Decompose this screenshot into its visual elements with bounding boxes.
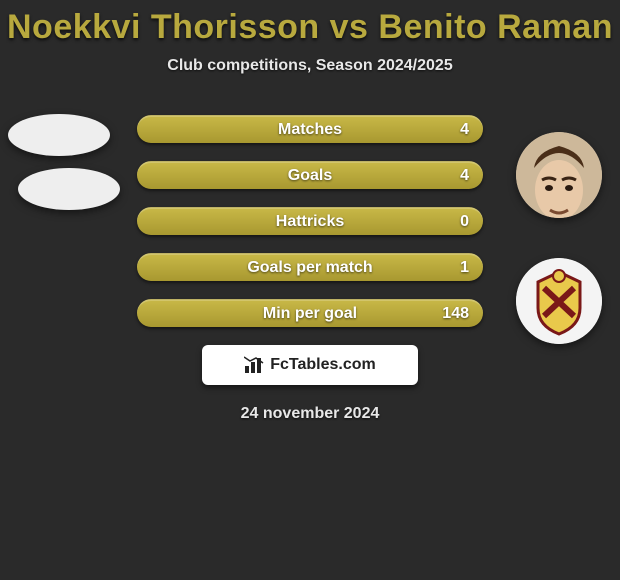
footer-date: 24 november 2024 [0,405,620,423]
crest-icon [516,258,602,344]
page-title: Noekkvi Thorisson vs Benito Raman [0,8,620,47]
stat-bar-matches: Matches 4 [137,115,483,143]
stat-label: Matches [278,121,342,139]
stat-value: 1 [460,259,469,277]
stat-value: 0 [460,213,469,231]
stat-label: Goals [288,167,332,185]
stat-value: 148 [442,305,469,323]
brand-label: FcTables.com [270,356,376,374]
player-face-icon [516,132,602,218]
page-subtitle: Club competitions, Season 2024/2025 [0,57,620,75]
stat-label: Goals per match [247,259,372,277]
stat-value: 4 [460,167,469,185]
stat-label: Min per goal [263,305,357,323]
avatar-placeholder-left-1 [8,114,110,156]
avatar-placeholder-left-2 [18,168,120,210]
barchart-icon [244,356,264,374]
brand-card[interactable]: FcTables.com [202,345,418,385]
stat-bar-min-per-goal: Min per goal 148 [137,299,483,327]
stat-bar-goals: Goals 4 [137,161,483,189]
stat-bar-hattricks: Hattricks 0 [137,207,483,235]
player-photo [516,132,602,218]
stat-label: Hattricks [276,213,344,231]
club-crest [516,258,602,344]
header: Noekkvi Thorisson vs Benito Raman [0,0,620,47]
stat-value: 4 [460,121,469,139]
stat-bar-goals-per-match: Goals per match 1 [137,253,483,281]
